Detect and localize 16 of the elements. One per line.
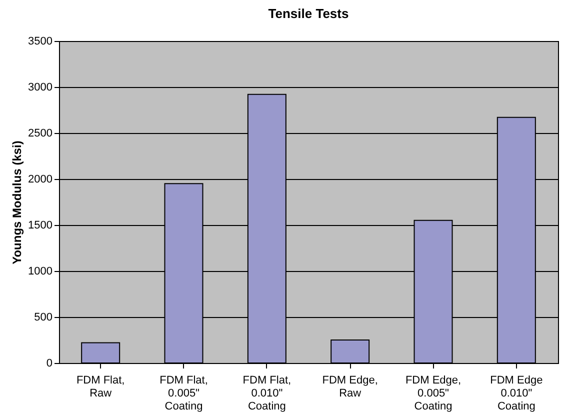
y-tick-label: 500 <box>34 312 52 324</box>
x-tick-label: FDM Flat, 0.010" Coating <box>242 374 292 412</box>
y-tick-label: 2000 <box>28 174 52 186</box>
y-tick-label: 3500 <box>28 36 52 48</box>
y-tick-label: 1500 <box>28 220 52 232</box>
y-axis-title: Youngs Modulus (ksi) <box>10 140 24 264</box>
x-tick-label: FDM Flat, 0.005" Coating <box>160 374 208 412</box>
x-tick-label: FDM Edge 0.010" Coating <box>490 374 543 412</box>
y-tick-label: 3000 <box>28 82 52 94</box>
x-tick-label: FDM Edge, 0.005" Coating <box>405 374 462 412</box>
y-tick-label: 2500 <box>28 128 52 140</box>
y-tick-label: 0 <box>46 358 52 370</box>
chart-title: Tensile Tests <box>268 6 349 21</box>
x-tick-label: FDM Edge, Raw <box>322 374 378 400</box>
x-tick-label: FDM Flat, Raw <box>76 374 125 400</box>
y-tick-label: 1000 <box>28 266 52 278</box>
